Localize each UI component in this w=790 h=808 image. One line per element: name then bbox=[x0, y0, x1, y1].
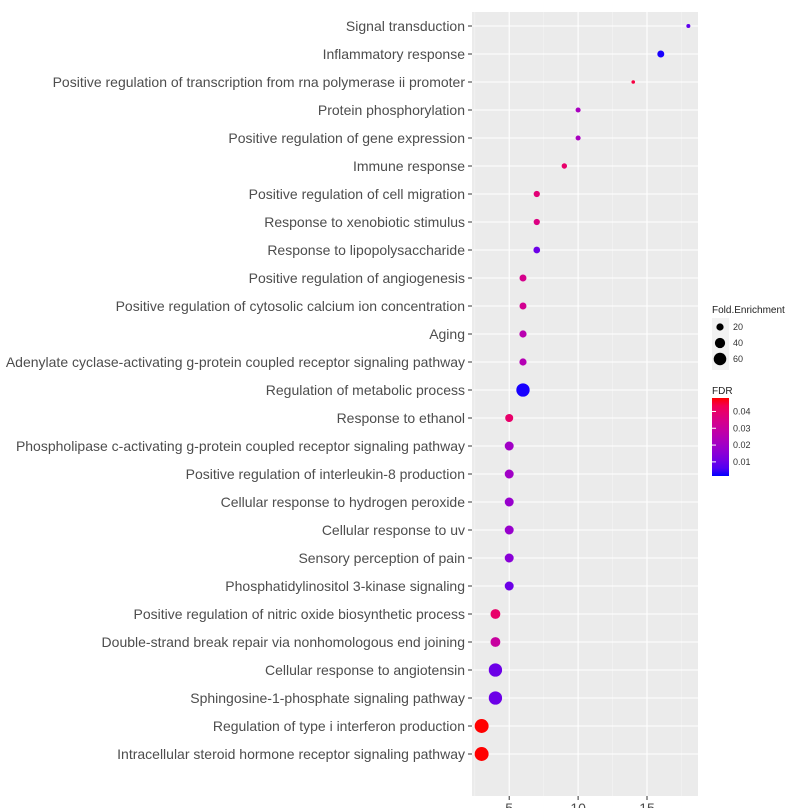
size-legend-dot bbox=[716, 323, 724, 331]
y-tick-label: Aging bbox=[429, 326, 465, 342]
color-legend-title: FDR bbox=[712, 386, 733, 397]
size-legend-title: Fold.Enrichment bbox=[712, 305, 785, 316]
color-legend-label: 0.01 bbox=[733, 457, 751, 467]
y-tick-label: Cellular response to hydrogen peroxide bbox=[221, 494, 466, 510]
y-tick-label: Response to lipopolysaccharide bbox=[267, 242, 465, 258]
size-legend-label: 60 bbox=[733, 354, 743, 364]
data-point bbox=[474, 719, 489, 733]
y-tick-label: Response to ethanol bbox=[337, 410, 465, 426]
y-tick-label: Inflammatory response bbox=[323, 46, 466, 62]
data-point bbox=[657, 50, 665, 58]
color-legend-bar bbox=[712, 398, 729, 476]
y-tick-label: Phosphatidylinositol 3-kinase signaling bbox=[225, 578, 465, 594]
data-point bbox=[631, 80, 636, 84]
y-tick-label: Intracellular steroid hormone receptor s… bbox=[117, 746, 465, 762]
data-point bbox=[490, 637, 501, 647]
y-tick-label: Immune response bbox=[353, 158, 465, 174]
data-point bbox=[516, 383, 530, 397]
data-point bbox=[505, 413, 514, 423]
data-point bbox=[504, 497, 514, 507]
data-point bbox=[504, 525, 514, 535]
y-tick-label: Signal transduction bbox=[346, 18, 465, 34]
data-point bbox=[575, 135, 581, 141]
y-tick-label: Protein phosphorylation bbox=[318, 102, 465, 118]
y-tick-label: Positive regulation of cytosolic calcium… bbox=[116, 298, 465, 314]
y-tick-label: Positive regulation of angiogenesis bbox=[249, 270, 465, 286]
data-point bbox=[561, 163, 568, 169]
data-point bbox=[519, 302, 527, 310]
size-legend-dot bbox=[714, 337, 726, 349]
y-tick-label: Regulation of type i interferon producti… bbox=[213, 718, 465, 734]
data-point bbox=[533, 246, 541, 254]
y-tick-label: Sensory perception of pain bbox=[298, 550, 465, 566]
data-point bbox=[519, 330, 527, 338]
data-point bbox=[488, 691, 503, 705]
color-legend-label: 0.04 bbox=[733, 406, 751, 416]
y-tick-label: Positive regulation of nitric oxide bios… bbox=[133, 606, 465, 622]
data-point bbox=[504, 441, 514, 451]
data-point bbox=[504, 469, 514, 479]
data-point bbox=[686, 23, 691, 29]
y-tick-label: Adenylate cyclase-activating g-protein c… bbox=[6, 354, 465, 370]
color-legend-label: 0.03 bbox=[733, 423, 751, 433]
size-legend-label: 40 bbox=[733, 338, 743, 348]
data-point bbox=[519, 358, 527, 366]
data-point bbox=[474, 747, 489, 761]
data-point bbox=[519, 274, 527, 282]
data-point bbox=[488, 663, 503, 677]
plot-panel bbox=[472, 12, 698, 796]
data-point bbox=[533, 190, 540, 198]
size-legend-label: 20 bbox=[733, 322, 743, 332]
y-tick-label: Response to xenobiotic stimulus bbox=[264, 214, 465, 230]
y-tick-label: Cellular response to uv bbox=[322, 522, 465, 538]
y-tick-label: Positive regulation of transcription fro… bbox=[53, 74, 466, 90]
x-tick-label: 5 bbox=[505, 800, 513, 808]
x-tick-label: 10 bbox=[570, 800, 586, 808]
data-point bbox=[504, 553, 514, 563]
y-tick-label: Phospholipase c-activating g-protein cou… bbox=[16, 438, 465, 454]
y-tick-label: Cellular response to angiotensin bbox=[265, 662, 465, 678]
color-legend-label: 0.02 bbox=[733, 440, 751, 450]
y-tick-label: Positive regulation of gene expression bbox=[228, 130, 465, 146]
data-point bbox=[490, 609, 501, 619]
y-tick-label: Double-strand break repair via nonhomolo… bbox=[102, 634, 465, 650]
y-tick-label: Positive regulation of cell migration bbox=[249, 186, 465, 202]
data-point bbox=[504, 581, 514, 591]
data-point bbox=[575, 107, 581, 113]
size-legend-dot bbox=[713, 352, 727, 366]
data-point bbox=[533, 218, 540, 226]
y-tick-label: Sphingosine-1-phosphate signaling pathwa… bbox=[190, 690, 465, 706]
y-tick-label: Regulation of metabolic process bbox=[266, 382, 465, 398]
x-tick-label: 15 bbox=[639, 800, 655, 808]
y-tick-label: Positive regulation of interleukin-8 pro… bbox=[186, 466, 465, 482]
